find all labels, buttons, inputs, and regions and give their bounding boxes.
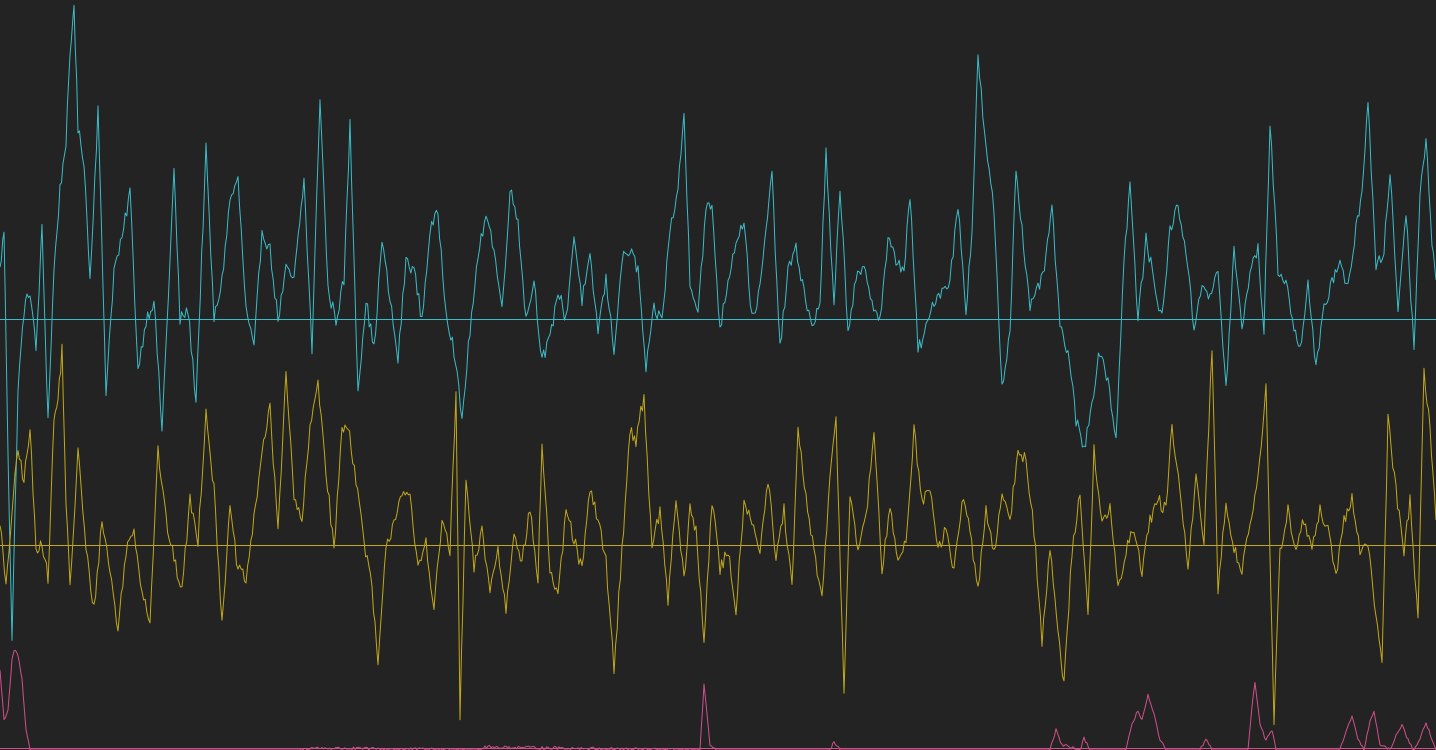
cyan-series-line — [0, 4, 1436, 641]
yellow-series-line — [0, 343, 1436, 726]
pink-series-line — [0, 649, 1436, 750]
